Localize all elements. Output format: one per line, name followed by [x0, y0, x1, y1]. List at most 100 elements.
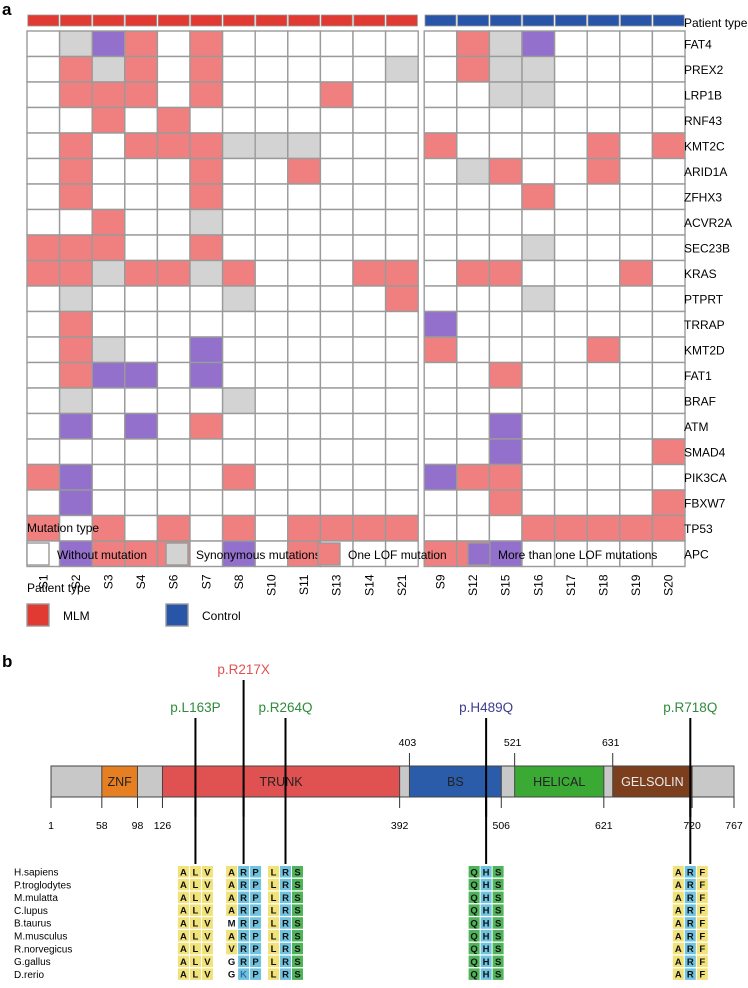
heatmap-cell	[352, 514, 387, 542]
residue-box	[201, 904, 213, 916]
heatmap-cell	[26, 489, 61, 517]
heatmap-cell	[651, 361, 686, 389]
residue-letter: L	[271, 919, 277, 930]
heatmap-cell	[384, 106, 419, 134]
heatmap-cell	[553, 106, 588, 134]
heatmap-cell	[553, 259, 588, 287]
heatmap-cell	[26, 183, 61, 211]
residue-letter: L	[271, 867, 277, 878]
heatmap-cell	[553, 412, 588, 440]
domain-label: GELSOLIN	[621, 775, 684, 789]
heatmap-cell	[221, 259, 256, 287]
residue-box	[696, 930, 708, 942]
heatmap-cell	[352, 438, 387, 466]
heatmap-cell	[58, 30, 93, 58]
residue-letter: R	[282, 944, 289, 955]
heatmap-cell	[221, 285, 256, 313]
heatmap-cell	[488, 55, 523, 83]
heatmap-cell	[26, 361, 61, 389]
heatmap-cell	[156, 361, 191, 389]
residue-letter: L	[193, 931, 199, 942]
heatmap-cell	[26, 106, 61, 134]
residue-letter: P	[252, 867, 259, 878]
residue-letter: H	[483, 867, 490, 878]
heatmap-cell	[651, 183, 686, 211]
heatmap-cell	[384, 463, 419, 491]
heatmap-cell	[221, 55, 256, 83]
residue-box	[250, 917, 262, 929]
residue-box	[672, 942, 684, 955]
heatmap-cell	[586, 106, 621, 134]
annotation-cell	[60, 14, 92, 27]
residue-box	[280, 917, 292, 929]
heatmap-cell	[124, 55, 159, 83]
heatmap-cell	[156, 463, 191, 491]
heatmap-cell	[553, 361, 588, 389]
heatmap-cell	[124, 259, 159, 287]
gene-label: SMAD4	[684, 445, 726, 459]
gene-label: ACVR2A	[684, 216, 732, 230]
residue-letter: Q	[470, 931, 477, 942]
residue-box	[672, 878, 684, 891]
heatmap-cell	[521, 30, 556, 58]
heatmap-cell	[254, 412, 289, 440]
heatmap-cell	[521, 489, 556, 517]
heatmap-cell	[423, 234, 458, 262]
heatmap-cell	[488, 30, 523, 58]
heatmap-cell	[254, 336, 289, 364]
residue-box	[268, 917, 280, 929]
residue-box	[492, 878, 504, 891]
sample-label: S19	[629, 574, 643, 596]
heatmap-cell	[521, 438, 556, 466]
heatmap-cell	[456, 285, 491, 313]
residue-letter: S	[294, 893, 300, 904]
heatmap-cell	[384, 489, 419, 517]
sample-label: S9	[434, 574, 448, 589]
heatmap-cell	[456, 183, 491, 211]
heatmap-cell	[384, 81, 419, 109]
heatmap-cell	[651, 157, 686, 185]
bottom-tick-label: 392	[391, 820, 409, 832]
heatmap-cell	[156, 438, 191, 466]
heatmap-cell	[58, 259, 93, 287]
heatmap-cell	[488, 387, 523, 415]
heatmap-cell	[189, 285, 224, 313]
mutation-type-legend: Without mutation Synonymous mutations One …	[26, 542, 657, 566]
heatmap-cell	[384, 183, 419, 211]
residue-letter: V	[204, 957, 211, 968]
residue-box	[480, 878, 492, 891]
bottom-tick-label: 506	[493, 820, 511, 832]
heatmap-cell	[156, 81, 191, 109]
heatmap-cell	[586, 310, 621, 338]
residue-letter: K	[240, 970, 247, 981]
gene-label: APC	[684, 547, 709, 561]
mutation-label: p.L163P	[170, 700, 220, 715]
heatmap-cell	[352, 55, 387, 83]
residue-letter: V	[204, 867, 211, 878]
residue-letter: Q	[470, 957, 477, 968]
heatmap-cell	[221, 463, 256, 491]
residue-letter: P	[252, 957, 259, 968]
residue-letter: R	[687, 944, 694, 955]
heatmap-cell	[254, 55, 289, 83]
heatmap-cell	[352, 387, 387, 415]
species-label: P.troglodytes	[14, 880, 71, 891]
mutation-legend-label: Without mutation	[57, 548, 147, 562]
residue-letter: F	[699, 919, 705, 930]
residue-box	[201, 942, 213, 955]
heatmap-cell	[488, 183, 523, 211]
heatmap-cell	[384, 514, 419, 542]
residue-box	[468, 917, 480, 929]
heatmap-cell	[423, 132, 458, 160]
heatmap-cell	[488, 412, 523, 440]
heatmap-cell	[221, 540, 256, 568]
sample-label: S4	[134, 574, 148, 589]
residue-letter: R	[687, 931, 694, 942]
residue-box	[226, 955, 238, 968]
heatmap-cell	[651, 55, 686, 83]
heatmap-cell	[254, 463, 289, 491]
residue-box	[238, 878, 250, 891]
residue-letter: P	[252, 919, 259, 930]
residue-letter: A	[675, 957, 682, 968]
heatmap-cell	[423, 208, 458, 236]
